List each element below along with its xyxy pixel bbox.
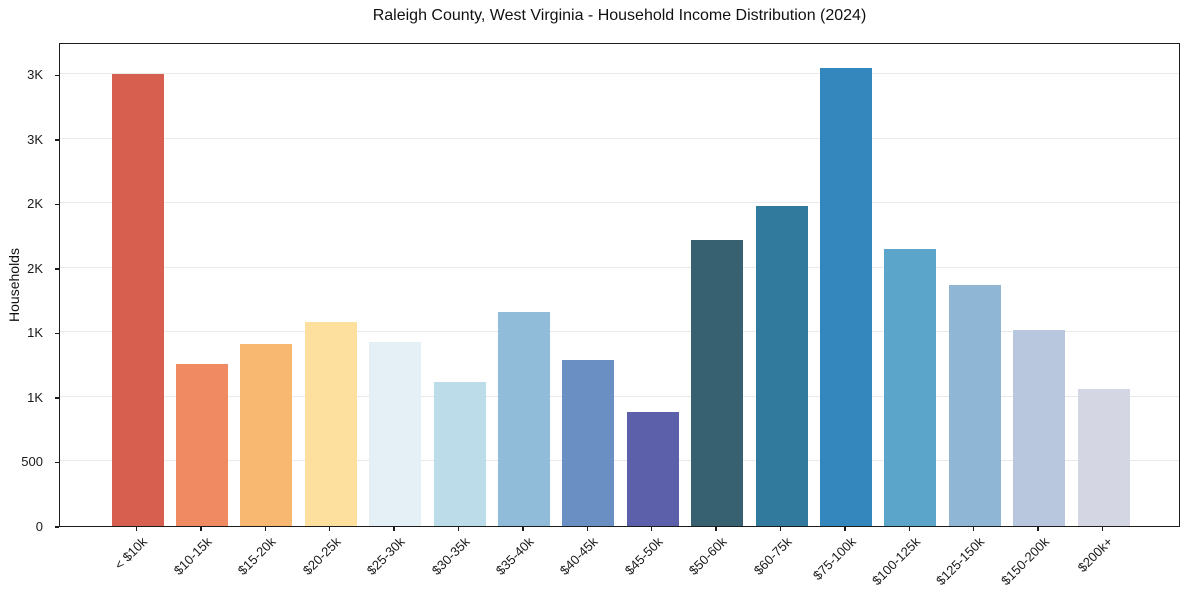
plot-area xyxy=(59,43,1180,527)
x-tick-label: $40-45k xyxy=(557,534,601,578)
bar xyxy=(691,240,744,526)
y-tick-mark xyxy=(55,332,59,335)
x-tick-label: $10-15k xyxy=(170,534,215,578)
y-tick-label: 1K xyxy=(27,389,43,405)
gridline xyxy=(60,395,1179,397)
x-tick-label: $75-100k xyxy=(809,534,859,583)
y-tick-mark xyxy=(55,461,59,464)
x-tick-mark xyxy=(135,527,138,531)
x-tick-mark xyxy=(328,527,331,531)
bar xyxy=(948,285,1001,526)
y-tick-label: 2K xyxy=(27,260,43,276)
x-tick-mark xyxy=(1101,527,1104,531)
gridline xyxy=(60,331,1179,333)
bar xyxy=(497,311,550,526)
x-tick-mark xyxy=(264,527,267,531)
y-tick-label: 0 xyxy=(35,519,43,534)
x-tick-label: $30-35k xyxy=(428,534,473,578)
x-tick-mark xyxy=(522,527,524,531)
y-axis-tick-labels: 0 500 1K 1K 2K 2K 3K 3K xyxy=(0,43,55,534)
x-tick-label: $100-125k xyxy=(868,534,923,589)
bar xyxy=(240,344,293,526)
x-tick-label: $150-200k xyxy=(997,534,1052,589)
bar xyxy=(755,205,808,526)
y-tick-label: 3K xyxy=(27,131,43,147)
bar xyxy=(819,67,872,526)
x-tick-mark xyxy=(457,527,460,531)
gridline xyxy=(60,266,1179,268)
x-tick-label: $35-40k xyxy=(492,534,537,578)
x-tick-label: < $10k xyxy=(111,534,151,573)
x-tick-mark xyxy=(908,527,911,531)
bar xyxy=(626,412,679,526)
y-tick-label: 3K xyxy=(27,67,43,83)
y-tick-mark xyxy=(55,139,59,141)
y-tick-label: 1K xyxy=(27,325,43,341)
y-tick-mark xyxy=(55,74,59,77)
x-tick-mark xyxy=(844,527,846,531)
gridline xyxy=(60,73,1179,75)
x-tick-mark xyxy=(650,527,653,531)
y-tick-mark xyxy=(55,268,59,270)
bar xyxy=(562,359,615,526)
x-tick-label: $15-20k xyxy=(235,534,279,578)
x-axis-tick-labels: < $10k $10-15k $15-20k $20-25k $25-30k $30-35… xyxy=(59,534,1180,590)
y-tick-label: 2K xyxy=(27,196,43,212)
gridline xyxy=(60,202,1179,204)
x-tick-mark xyxy=(393,527,395,531)
bar xyxy=(111,73,164,526)
bar xyxy=(1077,388,1130,526)
gridline xyxy=(60,137,1179,139)
gridline xyxy=(60,460,1179,462)
x-tick-label: $125-150k xyxy=(933,534,988,589)
x-tick-label: $45-50k xyxy=(621,534,666,578)
y-tick-mark xyxy=(55,526,59,528)
y-tick-mark xyxy=(55,203,59,206)
x-tick-mark xyxy=(972,527,975,531)
x-tick-label: $60-75k xyxy=(750,534,795,578)
bar xyxy=(433,382,486,526)
bar xyxy=(369,342,422,526)
x-tick-mark xyxy=(715,527,717,531)
bar xyxy=(884,249,937,526)
bar xyxy=(304,322,357,526)
y-tick-mark xyxy=(55,397,59,399)
bar xyxy=(175,364,228,526)
x-tick-label: $200k+ xyxy=(1075,534,1117,576)
x-tick-mark xyxy=(1037,527,1039,531)
y-tick-label: 500 xyxy=(21,454,43,470)
x-tick-mark xyxy=(779,527,782,531)
x-tick-label: $50-60k xyxy=(685,534,730,578)
bar xyxy=(1013,330,1066,526)
x-tick-label: $25-30k xyxy=(363,534,408,578)
x-tick-mark xyxy=(200,527,202,531)
x-tick-label: $20-25k xyxy=(299,534,344,578)
x-tick-mark xyxy=(586,527,589,531)
chart-title: Raleigh County, West Virginia - Househol… xyxy=(372,7,867,24)
